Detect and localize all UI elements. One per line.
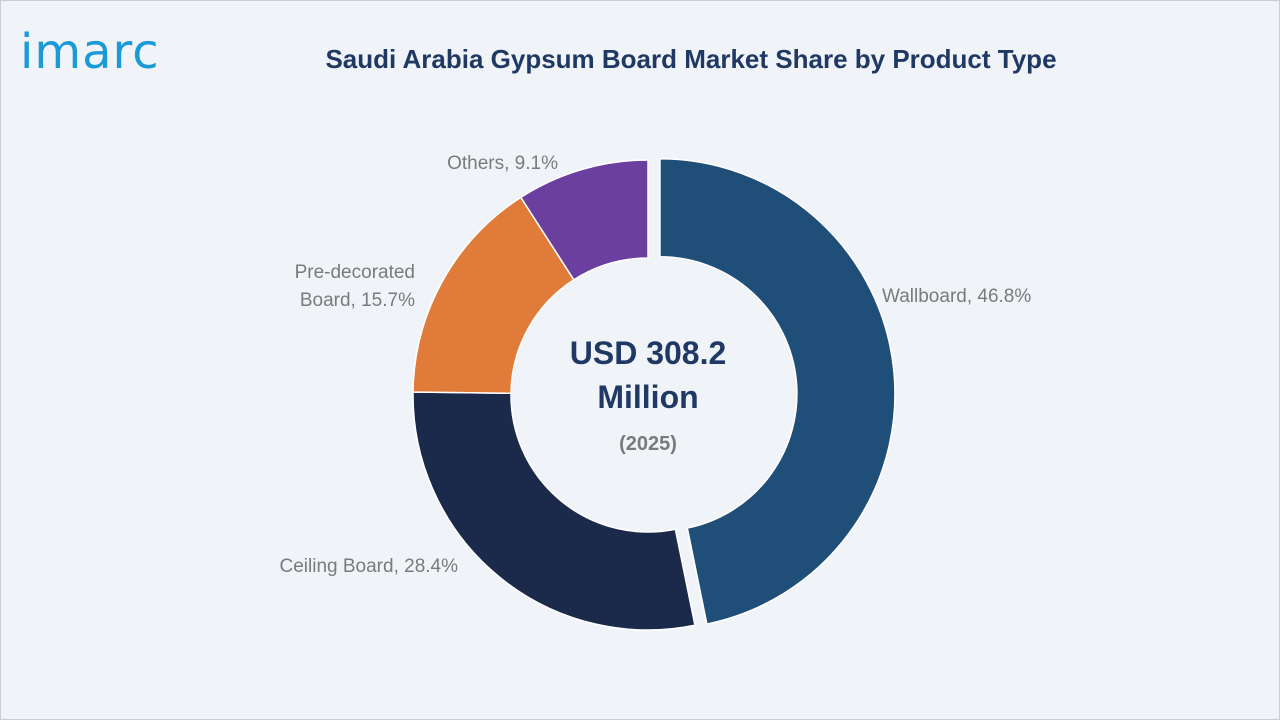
imarc-logo: imarc	[20, 24, 160, 80]
slice-label-pre-decorated-line2: Board, 15.7%	[300, 290, 415, 311]
center-year: (2025)	[619, 433, 677, 455]
donut-slice-ceiling-board	[412, 391, 696, 631]
donut-slice-pre-decorated-board	[412, 196, 575, 395]
donut-slices	[412, 158, 896, 631]
donut-slice-others	[519, 159, 649, 281]
slice-label-pre-decorated-line1: Pre-decorated	[295, 262, 415, 283]
center-unit: Million	[597, 379, 698, 415]
slice-label-ceiling-board: Ceiling Board, 28.4%	[280, 556, 459, 577]
center-value: USD 308.2	[570, 335, 727, 371]
chart-title: Saudi Arabia Gypsum Board Market Share b…	[325, 44, 1057, 74]
slice-label-others: Others, 9.1%	[447, 153, 558, 174]
slice-label-wallboard: Wallboard, 46.8%	[882, 286, 1031, 307]
donut-slice-wallboard	[659, 158, 896, 625]
